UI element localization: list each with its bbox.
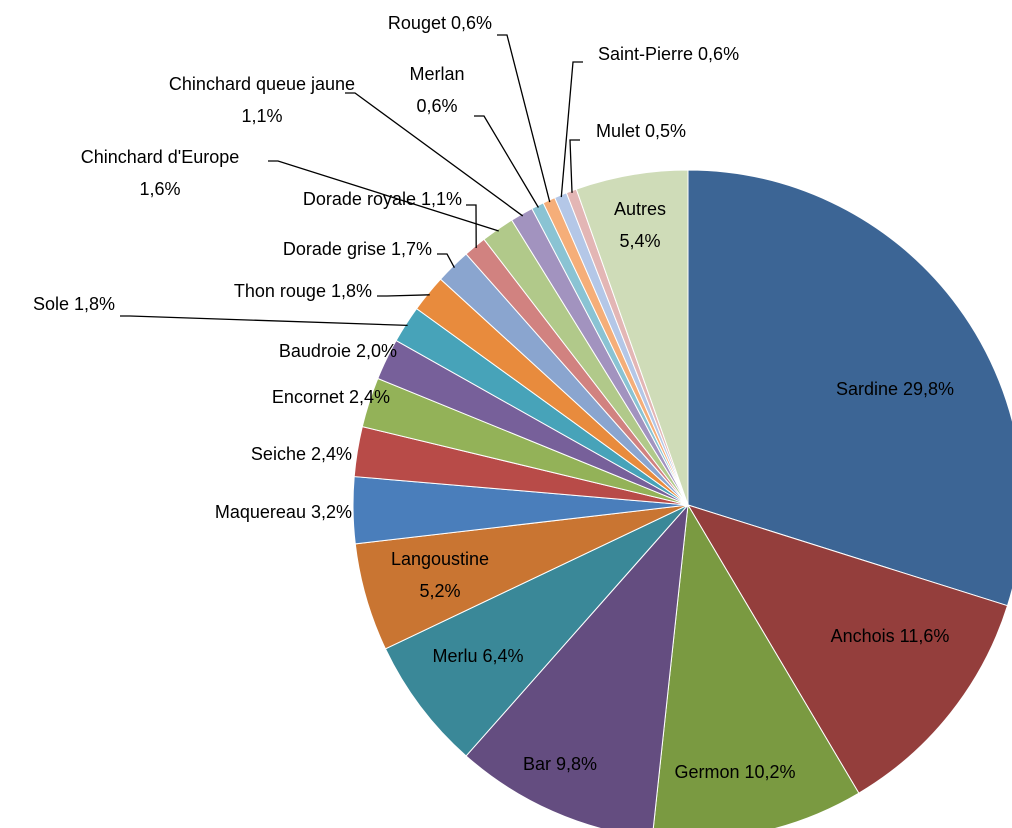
slice-label-value: 5,4% <box>619 231 660 251</box>
slice-label-value: 0,6% <box>698 44 739 64</box>
slice-label-value: 11,6% <box>900 626 950 646</box>
leader-line <box>560 61 583 198</box>
slice-label: Sole 1,8% <box>33 294 115 314</box>
slice-label-value: 10,2% <box>744 762 795 782</box>
slice-label-name: Encornet <box>272 387 344 407</box>
slice-label-value: 5,2% <box>419 581 460 601</box>
pie-slice <box>384 504 689 757</box>
slice-label-name: Anchois <box>831 626 895 646</box>
slice-label: Saint-Pierre 0,6% <box>598 44 739 64</box>
leader-line <box>437 253 455 268</box>
leader-line <box>345 92 524 217</box>
slice-label-name: Baudroie <box>279 341 351 361</box>
slice-label: Dorade royale 1,1% <box>303 189 462 209</box>
slice-label-value: 3,2% <box>311 502 352 522</box>
slice-label-name: Thon rouge <box>234 281 326 301</box>
slice-label-name: Sardine <box>836 379 898 399</box>
slice-label: Bar 9,8% <box>523 754 597 774</box>
slice-label-name: Seiche <box>251 444 306 464</box>
slice-label-name: Mulet <box>596 121 640 141</box>
slice-label-value: 1,8% <box>74 294 115 314</box>
slice-label-value: 2,4% <box>311 444 352 464</box>
slice-label-value: 0,6% <box>451 13 492 33</box>
slice-label: Autres 5,4% <box>614 199 666 251</box>
slice-label-name: Germon <box>674 762 739 782</box>
slice-label-value: 1,6% <box>139 179 180 199</box>
slice-label-name: Merlan <box>409 64 464 84</box>
slice-label: Merlan 0,6% <box>409 64 464 116</box>
slice-label-value: 2,0% <box>356 341 397 361</box>
slice-label-name: Saint-Pierre <box>598 44 693 64</box>
slice-label-value: 1,1% <box>241 106 282 126</box>
leader-line <box>377 294 430 297</box>
slice-label-value: 6,4% <box>482 646 523 666</box>
slice-label-value: 1,1% <box>421 189 462 209</box>
slice-label-value: 1,8% <box>331 281 372 301</box>
slice-label: Encornet 2,4% <box>272 387 390 407</box>
leader-line <box>268 160 499 232</box>
slice-label: Mulet 0,5% <box>596 121 686 141</box>
leader-line <box>120 315 408 327</box>
slice-label-value: 2,4% <box>349 387 390 407</box>
slice-label: Baudroie 2,0% <box>279 341 397 361</box>
slice-label: Anchois 11,6% <box>831 626 950 646</box>
pie-slice <box>465 503 689 828</box>
pie-slice <box>652 503 860 828</box>
slice-label: Chinchard d'Europe 1,6% <box>81 147 240 199</box>
slice-label: Langoustine 5,2% <box>391 549 489 601</box>
slice-label-value: 0,5% <box>645 121 686 141</box>
slice-label-name: Dorade royale <box>303 189 416 209</box>
slice-label-value: 0,6% <box>416 96 457 116</box>
pie-slice <box>575 169 689 506</box>
slice-label: Merlu 6,4% <box>432 646 523 666</box>
pie-slice <box>687 169 1012 607</box>
slice-label-name: Rouget <box>388 13 446 33</box>
slice-label-name: Dorade grise <box>283 239 386 259</box>
leader-line <box>497 34 551 203</box>
slice-label-name: Chinchard d'Europe <box>81 147 240 167</box>
slice-label-value: 9,8% <box>556 754 597 774</box>
leader-line <box>466 204 477 249</box>
pie-slice <box>686 504 1009 794</box>
slice-label: Chinchard queue jaune 1,1% <box>169 74 355 126</box>
slice-label: Thon rouge 1,8% <box>234 281 372 301</box>
slice-label-name: Autres <box>614 199 666 219</box>
slice-label-name: Sole <box>33 294 69 314</box>
slice-label-value: 29,8% <box>903 379 954 399</box>
slice-label-name: Merlu <box>432 646 477 666</box>
leader-line <box>474 115 539 208</box>
slice-label: Rouget 0,6% <box>388 13 492 33</box>
slice-label-name: Chinchard queue jaune <box>169 74 355 94</box>
leader-line <box>569 139 580 193</box>
slice-label: Maquereau 3,2% <box>215 502 352 522</box>
slice-label: Sardine 29,8% <box>836 379 954 399</box>
slice-label: Dorade grise 1,7% <box>283 239 432 259</box>
slice-label-name: Bar <box>523 754 551 774</box>
slice-label: Germon 10,2% <box>674 762 795 782</box>
slice-label-value: 1,7% <box>391 239 432 259</box>
slice-label-name: Maquereau <box>215 502 306 522</box>
slice-label: Seiche 2,4% <box>251 444 352 464</box>
slice-label-name: Langoustine <box>391 549 489 569</box>
